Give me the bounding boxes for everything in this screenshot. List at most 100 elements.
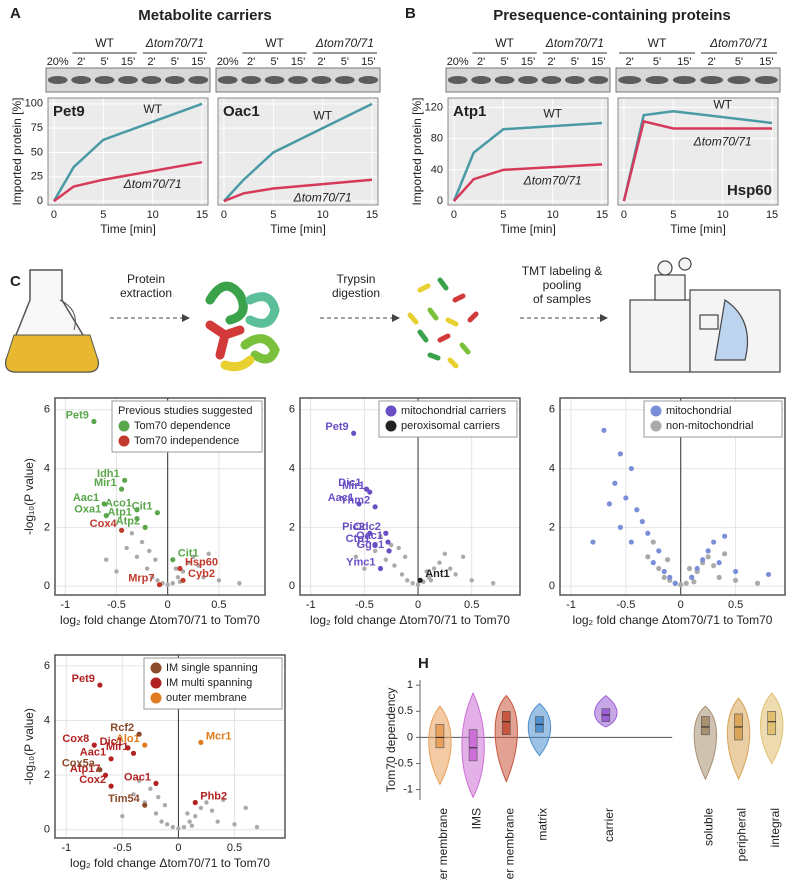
plot-frame <box>54 397 266 596</box>
point <box>661 568 667 575</box>
legend-label: Tom70 independence <box>134 435 239 447</box>
background-point <box>124 545 129 551</box>
point <box>628 465 634 472</box>
point-label: Dic1 <box>100 736 123 748</box>
point-label: Aac1 <box>80 747 106 759</box>
blot-lane: 5' <box>571 56 579 68</box>
legend-label: IM single spanning <box>166 662 258 674</box>
background-point <box>185 560 191 565</box>
point <box>765 571 772 578</box>
background-point <box>428 578 434 583</box>
blot-lane: 15' <box>677 56 691 68</box>
x-tick-label: 0.5 <box>728 599 743 611</box>
x-tick-label: -1 <box>566 599 576 611</box>
category-label: soluble <box>702 808 716 846</box>
plot-frame <box>54 654 286 839</box>
y-tick-label: 6 <box>289 404 295 416</box>
box <box>468 729 478 762</box>
series-line <box>622 119 773 202</box>
y-tick-label: 0.5 <box>398 705 413 717</box>
background-point <box>104 557 109 562</box>
point-label: Cyb2 <box>188 568 215 580</box>
chart-title: Atp1 <box>453 103 486 120</box>
x-tick-label: 5 <box>100 209 106 221</box>
background-point <box>198 805 204 811</box>
background-point <box>415 582 421 587</box>
blot-lane: 2' <box>477 56 485 68</box>
background-point <box>453 572 458 577</box>
legend-box <box>643 400 783 438</box>
series-line <box>223 178 373 203</box>
plot-frame <box>299 397 521 596</box>
series-label: Δtom70/71 <box>123 177 182 191</box>
background-point <box>204 800 209 805</box>
blot-band <box>565 76 585 84</box>
point <box>142 742 148 748</box>
legend-box <box>378 400 518 438</box>
blot-lane: 5' <box>500 56 508 68</box>
point <box>606 501 612 507</box>
background-point <box>147 548 152 554</box>
plot-frame <box>559 397 786 596</box>
blot-band <box>672 76 696 84</box>
y-tick-label: 4 <box>44 462 50 474</box>
legend-swatch <box>650 420 662 432</box>
point <box>97 767 103 773</box>
box <box>501 711 511 736</box>
y-tick-label: 0 <box>37 195 43 207</box>
y-tick-label: -0.5 <box>394 757 413 769</box>
legend-label: mitochondrial <box>666 405 731 417</box>
x-tick-label: 0 <box>165 599 171 611</box>
point <box>711 539 717 545</box>
background-point <box>243 805 248 811</box>
point <box>142 524 148 530</box>
point <box>664 557 671 563</box>
background-point <box>191 554 196 559</box>
workflow-step: digestion <box>332 286 380 300</box>
x-axis-label: log₂ fold change Δtom70/71 to Tom70 <box>310 613 510 627</box>
background-point <box>187 819 192 824</box>
background-point <box>180 569 186 574</box>
x-axis-label: log₂ fold change Δtom70/71 to Tom70 <box>60 613 260 627</box>
y-tick-label: 4 <box>289 462 295 474</box>
point-label: Mir1 <box>106 741 129 753</box>
blot-lane: 20% <box>47 56 69 68</box>
point <box>170 557 176 563</box>
category-label: IMS <box>469 808 483 829</box>
background-point <box>362 566 367 571</box>
y-tick-label: 6 <box>44 404 50 416</box>
point <box>91 418 97 425</box>
x-axis-label: Time [min] <box>100 222 156 236</box>
blot-lane: 5' <box>341 56 349 68</box>
workflow-step: of samples <box>533 292 591 306</box>
legend-swatch <box>150 662 162 674</box>
point-label: Ctp1 <box>346 533 370 545</box>
x-tick-label: -0.5 <box>107 599 126 611</box>
point-label: Phb2 <box>200 790 227 802</box>
blot-band <box>311 76 332 84</box>
series-label: Δtom70/71 <box>523 173 582 187</box>
point <box>156 582 163 588</box>
y-tick-label: 0 <box>44 580 50 592</box>
blot-band <box>754 76 778 84</box>
blot-lane: 20% <box>447 56 469 68</box>
category-label: inner membrane <box>502 808 516 880</box>
background-point <box>405 578 410 583</box>
point <box>722 551 728 557</box>
blot-group: Δtom70/71 <box>545 36 604 50</box>
background-point <box>216 578 222 583</box>
blot-group: WT <box>265 36 284 50</box>
point <box>386 548 392 554</box>
blot-lane: 15' <box>121 56 135 68</box>
blot-band <box>165 76 185 84</box>
workflow-step: pooling <box>543 278 582 292</box>
point <box>656 565 662 572</box>
blot <box>615 67 781 93</box>
series-line <box>452 163 603 202</box>
blot-band <box>494 76 515 84</box>
blot-band <box>518 76 538 84</box>
point-label: Mir1 <box>342 480 365 492</box>
legend-swatch <box>118 435 130 447</box>
x-tick-label: 10 <box>317 209 329 221</box>
point <box>716 560 722 566</box>
